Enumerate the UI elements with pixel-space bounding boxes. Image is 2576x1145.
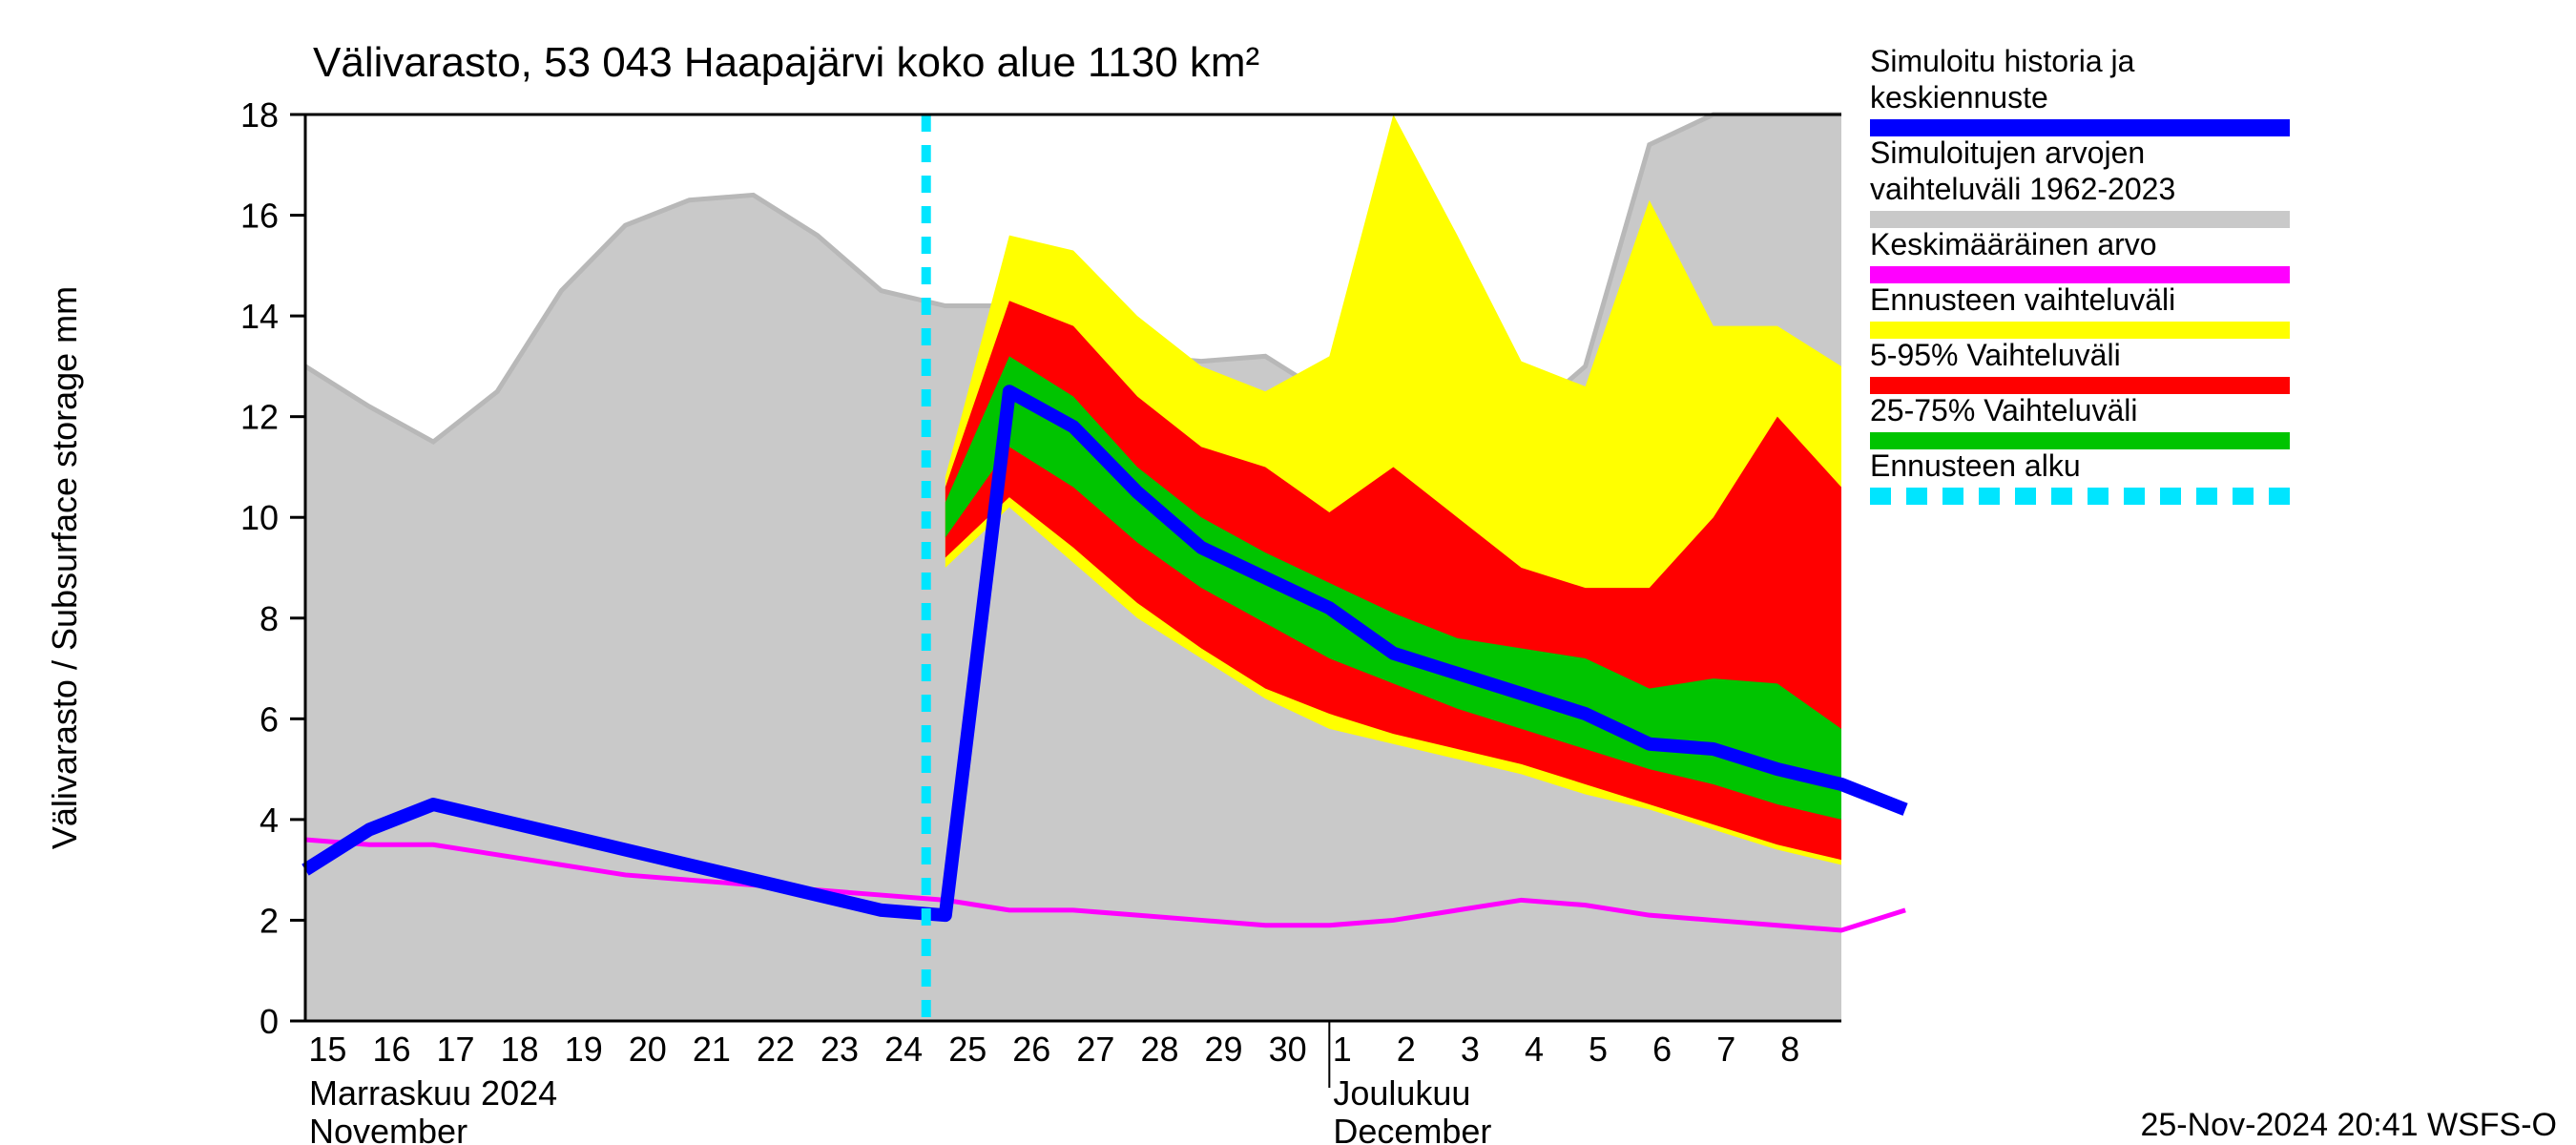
- y-tick-label: 10: [240, 498, 279, 537]
- y-tick-label: 14: [240, 297, 279, 336]
- chart-svg: 0246810121416181516171819202122232425262…: [0, 0, 2576, 1145]
- y-tick-label: 6: [260, 699, 279, 739]
- y-tick-label: 2: [260, 901, 279, 940]
- x-tick-label: 2: [1397, 1030, 1416, 1069]
- x-tick-label: 20: [629, 1030, 667, 1069]
- x-tick-label: 1: [1333, 1030, 1352, 1069]
- x-tick-label: 29: [1205, 1030, 1243, 1069]
- month-label: Joulukuu: [1333, 1073, 1470, 1113]
- x-tick-label: 30: [1269, 1030, 1307, 1069]
- month-label-en: December: [1333, 1112, 1491, 1145]
- legend-label: 5-95% Vaihteluväli: [1870, 338, 2121, 372]
- legend-swatch: [1870, 322, 2290, 339]
- legend-label: Simuloitu historia ja: [1870, 44, 2135, 78]
- legend-label: keskiennuste: [1870, 80, 2048, 114]
- x-tick-label: 27: [1076, 1030, 1114, 1069]
- y-tick-label: 12: [240, 398, 279, 437]
- x-tick-label: 16: [372, 1030, 410, 1069]
- footer-timestamp: 25-Nov-2024 20:41 WSFS-O: [2140, 1107, 2557, 1143]
- legend-label: 25-75% Vaihteluväli: [1870, 393, 2137, 427]
- legend-swatch: [1870, 119, 2290, 136]
- x-tick-label: 5: [1589, 1030, 1608, 1069]
- x-tick-label: 3: [1461, 1030, 1480, 1069]
- x-tick-label: 8: [1780, 1030, 1799, 1069]
- y-tick-label: 8: [260, 599, 279, 638]
- y-tick-label: 18: [240, 95, 279, 135]
- x-tick-label: 19: [565, 1030, 603, 1069]
- y-tick-label: 16: [240, 197, 279, 236]
- month-label: Marraskuu 2024: [309, 1073, 557, 1113]
- x-tick-label: 15: [308, 1030, 346, 1069]
- x-tick-label: 6: [1652, 1030, 1672, 1069]
- x-tick-label: 4: [1525, 1030, 1544, 1069]
- legend-label: vaihteluväli 1962-2023: [1870, 172, 2175, 206]
- y-tick-label: 0: [260, 1002, 279, 1041]
- x-tick-label: 18: [501, 1030, 539, 1069]
- x-tick-label: 7: [1716, 1030, 1735, 1069]
- legend-swatch: [1870, 432, 2290, 449]
- legend-swatch: [1870, 377, 2290, 394]
- month-label-en: November: [309, 1112, 467, 1145]
- x-tick-label: 22: [757, 1030, 795, 1069]
- legend-swatch: [1870, 211, 2290, 228]
- y-axis-label: Välivarasto / Subsurface storage mm: [45, 286, 84, 849]
- chart-container: 0246810121416181516171819202122232425262…: [0, 0, 2576, 1145]
- x-tick-label: 24: [884, 1030, 923, 1069]
- x-tick-label: 28: [1140, 1030, 1178, 1069]
- legend-label: Keskimääräinen arvo: [1870, 227, 2157, 261]
- legend-label: Ennusteen vaihteluväli: [1870, 282, 2175, 317]
- legend-label: Ennusteen alku: [1870, 448, 2081, 483]
- legend-swatch: [1870, 266, 2290, 283]
- x-tick-label: 21: [693, 1030, 731, 1069]
- x-tick-label: 17: [437, 1030, 475, 1069]
- x-tick-label: 23: [821, 1030, 859, 1069]
- legend-label: Simuloitujen arvojen: [1870, 135, 2145, 170]
- x-tick-label: 25: [948, 1030, 987, 1069]
- x-tick-label: 26: [1012, 1030, 1050, 1069]
- chart-title: Välivarasto, 53 043 Haapajärvi koko alue…: [313, 39, 1259, 86]
- y-tick-label: 4: [260, 801, 279, 840]
